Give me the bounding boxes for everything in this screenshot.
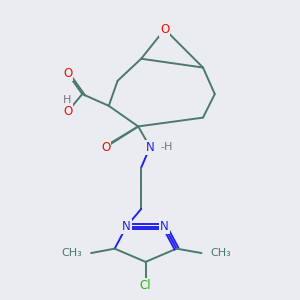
Text: O: O: [160, 23, 169, 36]
Text: O: O: [63, 67, 72, 80]
Text: N: N: [160, 220, 169, 233]
Text: CH₃: CH₃: [61, 248, 82, 258]
Text: N: N: [146, 141, 154, 154]
Text: H: H: [63, 95, 72, 105]
Text: N: N: [122, 220, 131, 233]
Text: O: O: [63, 105, 72, 118]
Text: Cl: Cl: [140, 279, 152, 292]
Text: O: O: [101, 141, 110, 154]
Text: CH₃: CH₃: [210, 248, 231, 258]
Text: -H: -H: [160, 142, 173, 152]
